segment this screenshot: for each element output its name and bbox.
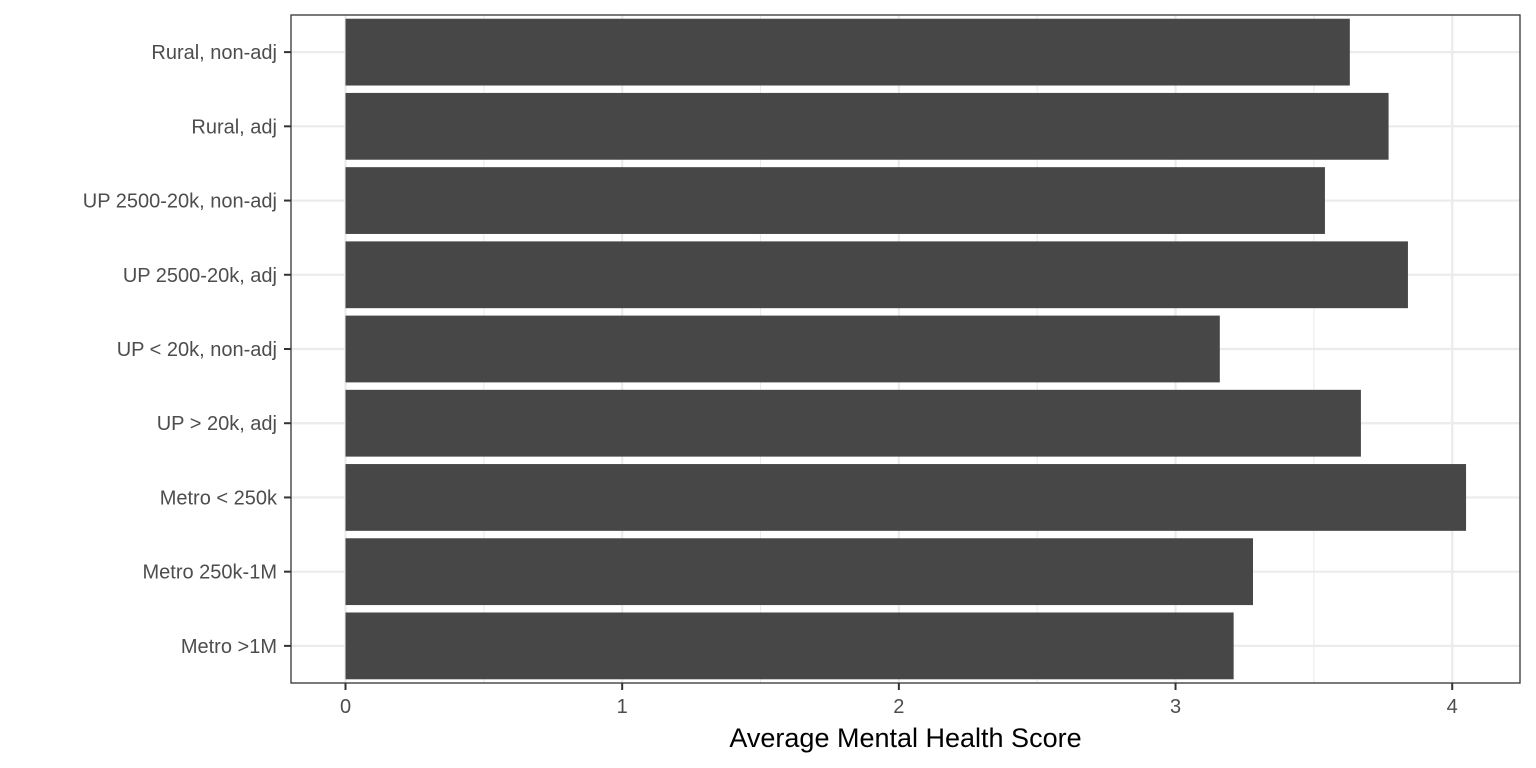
y-tick-label: Rural, adj	[191, 116, 277, 138]
x-axis-title: Average Mental Health Score	[729, 723, 1081, 753]
x-axis: 0 1 2 3 4	[340, 683, 1458, 718]
y-tick-label: UP > 20k, adj	[157, 413, 277, 435]
bar	[345, 18, 1350, 86]
y-tick-label: Metro < 250k	[160, 487, 278, 509]
y-axis: Rural, non-adj Rural, adj UP 2500-20k, non…	[83, 42, 291, 658]
x-tick-label: 4	[1447, 696, 1458, 718]
bar	[345, 241, 1408, 309]
bar	[345, 389, 1361, 457]
bar	[345, 167, 1325, 234]
bar	[345, 315, 1220, 383]
y-tick-label: UP 2500-20k, adj	[123, 265, 277, 287]
y-tick-label: UP < 20k, non-adj	[117, 339, 277, 361]
x-tick-label: 2	[893, 696, 904, 718]
bar	[345, 92, 1389, 160]
y-tick-label: Metro 250k-1M	[143, 562, 278, 584]
x-tick-label: 0	[340, 696, 351, 718]
x-tick-label: 1	[617, 696, 628, 718]
y-tick-label: Rural, non-adj	[151, 42, 277, 64]
x-tick-label: 3	[1170, 696, 1181, 718]
bars	[345, 18, 1467, 680]
bar	[345, 538, 1254, 606]
bar	[345, 612, 1234, 680]
bar	[345, 464, 1467, 531]
y-tick-label: UP 2500-20k, non-adj	[83, 191, 277, 213]
y-tick-label: Metro >1M	[181, 636, 277, 658]
